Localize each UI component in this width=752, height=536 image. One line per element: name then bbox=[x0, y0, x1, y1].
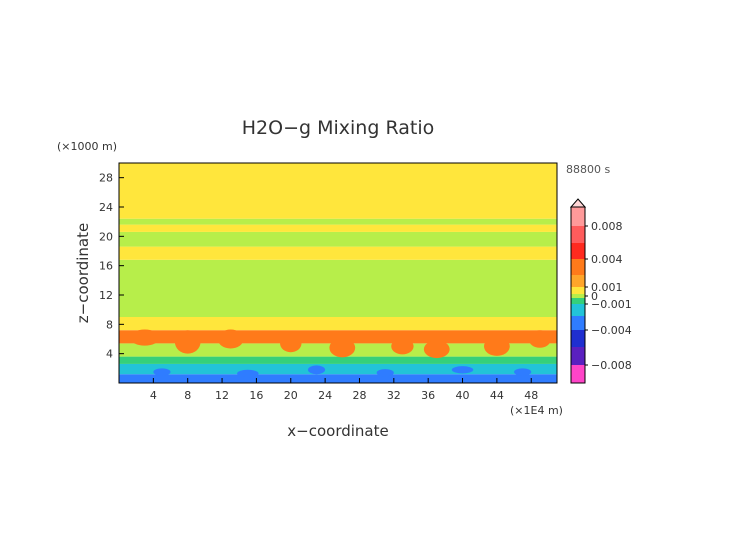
colorbar-level bbox=[571, 304, 585, 316]
field-feature bbox=[129, 329, 160, 346]
colorbar-level bbox=[571, 226, 585, 243]
field-feature bbox=[376, 369, 394, 377]
field-feature bbox=[174, 330, 201, 354]
y-tick-label: 8 bbox=[106, 318, 113, 331]
heatmap-field bbox=[119, 163, 557, 383]
y-tick-label: 4 bbox=[106, 348, 113, 361]
y-axis-ticks: 4 8 12 16 20 24 28 bbox=[99, 172, 124, 361]
y-tick-label: 28 bbox=[99, 172, 113, 185]
colorbar-tick-label: 0.001 bbox=[591, 281, 623, 294]
colorbar-level bbox=[571, 243, 585, 259]
colorbar-level bbox=[571, 259, 585, 275]
y-tick-label: 12 bbox=[99, 289, 113, 302]
y-tick-label: 24 bbox=[99, 201, 113, 214]
y-tick-label: 20 bbox=[99, 230, 113, 243]
colorbar-level bbox=[571, 294, 585, 298]
x-unit-label: (×1E4 m) bbox=[510, 404, 563, 417]
x-axis-ticks: 4 8 12 16 20 24 28 32 36 40 44 48 bbox=[150, 378, 538, 402]
time-label: 88800 s bbox=[566, 163, 610, 176]
colorbar-level bbox=[571, 298, 585, 304]
x-tick-label: 48 bbox=[524, 389, 538, 402]
x-tick-label: 32 bbox=[387, 389, 401, 402]
field-feature bbox=[484, 336, 510, 356]
x-tick-label: 4 bbox=[150, 389, 157, 402]
field-feature bbox=[217, 329, 244, 349]
x-tick-label: 36 bbox=[421, 389, 435, 402]
colorbar-tick-label: 0.004 bbox=[591, 253, 623, 266]
colorbar-level bbox=[571, 287, 585, 294]
field-band bbox=[119, 356, 557, 364]
field-feature bbox=[237, 369, 259, 378]
x-tick-label: 44 bbox=[490, 389, 504, 402]
plot-frame bbox=[118, 162, 558, 384]
colorbar-tick-label: −0.001 bbox=[591, 298, 632, 311]
colorbar-arrow bbox=[569, 198, 587, 208]
field-band bbox=[119, 363, 557, 375]
field-feature bbox=[423, 340, 450, 359]
field-band bbox=[119, 259, 557, 317]
field-band bbox=[119, 231, 557, 247]
colorbar-level bbox=[571, 207, 585, 226]
field-feature bbox=[528, 330, 551, 348]
y-tick-label: 16 bbox=[99, 260, 113, 273]
colorbar-tick-label: −0.004 bbox=[591, 324, 632, 337]
colorbar-tick-label: 0 bbox=[591, 290, 598, 303]
x-tick-label: 8 bbox=[184, 389, 191, 402]
field-feature bbox=[391, 338, 414, 355]
field-band bbox=[119, 317, 557, 331]
chart-title: H2O−g Mixing Ratio bbox=[242, 117, 434, 139]
x-tick-label: 24 bbox=[318, 389, 332, 402]
x-axis-label: x−coordinate bbox=[287, 422, 388, 440]
field-feature bbox=[329, 338, 356, 358]
field-feature bbox=[280, 334, 302, 353]
colorbar-level bbox=[571, 365, 585, 383]
y-axis-label: z−coordinate bbox=[74, 223, 92, 323]
y-unit-label: (×1000 m) bbox=[57, 140, 117, 153]
colorbar-level bbox=[571, 330, 585, 347]
field-band bbox=[119, 218, 557, 225]
x-tick-label: 40 bbox=[456, 389, 470, 402]
field-band bbox=[119, 224, 557, 232]
colorbar-level bbox=[571, 347, 585, 365]
field-band bbox=[119, 374, 557, 383]
field-band bbox=[119, 246, 557, 260]
x-tick-label: 16 bbox=[249, 389, 263, 402]
colorbar-level bbox=[571, 316, 585, 330]
field-feature bbox=[451, 366, 474, 374]
field-feature bbox=[514, 368, 532, 376]
x-tick-label: 12 bbox=[215, 389, 229, 402]
field-band bbox=[119, 163, 557, 219]
x-tick-label: 20 bbox=[284, 389, 298, 402]
colorbar-tick-label: 0.008 bbox=[591, 220, 623, 233]
colorbar-tick-label: −0.008 bbox=[591, 359, 632, 372]
colorbar-level bbox=[571, 275, 585, 287]
x-tick-label: 28 bbox=[352, 389, 366, 402]
field-feature bbox=[307, 365, 326, 375]
field-feature bbox=[153, 368, 171, 376]
